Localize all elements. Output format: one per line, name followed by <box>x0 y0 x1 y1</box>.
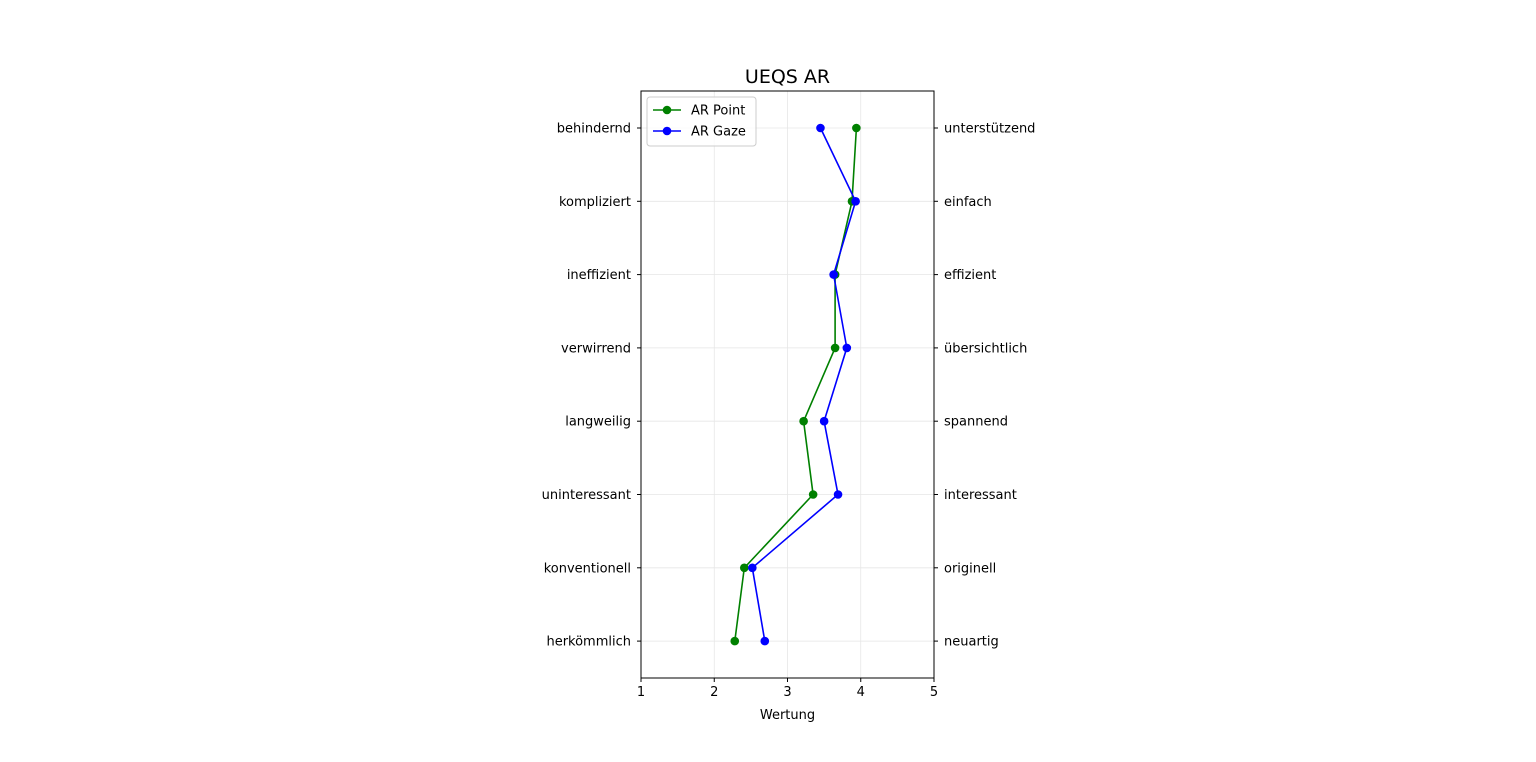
data-point <box>808 490 818 499</box>
grid-layer <box>640 91 935 678</box>
data-point <box>851 197 860 206</box>
legend-marker <box>662 126 672 136</box>
x-tick-label: 4 <box>857 685 865 700</box>
data-point <box>842 343 852 353</box>
axis-layer: 1 2 3 4 5 behindernd unterstützend kompliziert e… <box>542 122 1036 701</box>
data-point <box>819 416 829 426</box>
series-line <box>734 127 858 642</box>
right-label: effizient <box>944 268 996 283</box>
x-tick-label: 2 <box>710 685 718 700</box>
legend-label: AR Point <box>691 104 745 119</box>
legend-label: AR Gaze <box>691 125 746 140</box>
legend: AR Point AR Gaze <box>646 96 757 147</box>
series-line <box>751 127 857 642</box>
right-label: neuartig <box>944 635 999 650</box>
right-label: einfach <box>944 195 992 210</box>
data-point <box>833 490 843 499</box>
left-label: behindernd <box>557 122 631 137</box>
data-point <box>799 416 808 426</box>
right-label: interessant <box>944 488 1017 503</box>
data-point <box>748 563 757 573</box>
x-tick-label: 1 <box>637 685 645 700</box>
data-point <box>760 636 770 646</box>
right-label: unterstützend <box>944 122 1035 137</box>
right-label: spannend <box>944 415 1008 430</box>
data-point <box>816 123 825 133</box>
left-label: konventionell <box>544 561 631 576</box>
right-label: übersichtlich <box>944 341 1027 356</box>
left-label: verwirrend <box>561 341 631 356</box>
legend-marker <box>662 105 672 115</box>
left-label: uninteressant <box>542 488 631 503</box>
left-label: langweilig <box>565 415 631 430</box>
data-point <box>829 270 838 279</box>
left-label: herkömmlich <box>546 635 631 650</box>
left-label: ineffizient <box>567 268 631 283</box>
chart-title: UEQS AR <box>745 66 830 88</box>
data-point <box>830 343 840 353</box>
data-point <box>739 563 749 573</box>
x-tick-label: 5 <box>930 685 938 700</box>
left-label: kompliziert <box>559 195 631 210</box>
right-label: originell <box>944 561 996 576</box>
series-layer <box>730 123 861 646</box>
data-point <box>730 636 740 646</box>
x-tick-label: 3 <box>783 685 791 700</box>
data-point <box>852 123 861 133</box>
x-axis-label: Wertung <box>760 708 815 723</box>
